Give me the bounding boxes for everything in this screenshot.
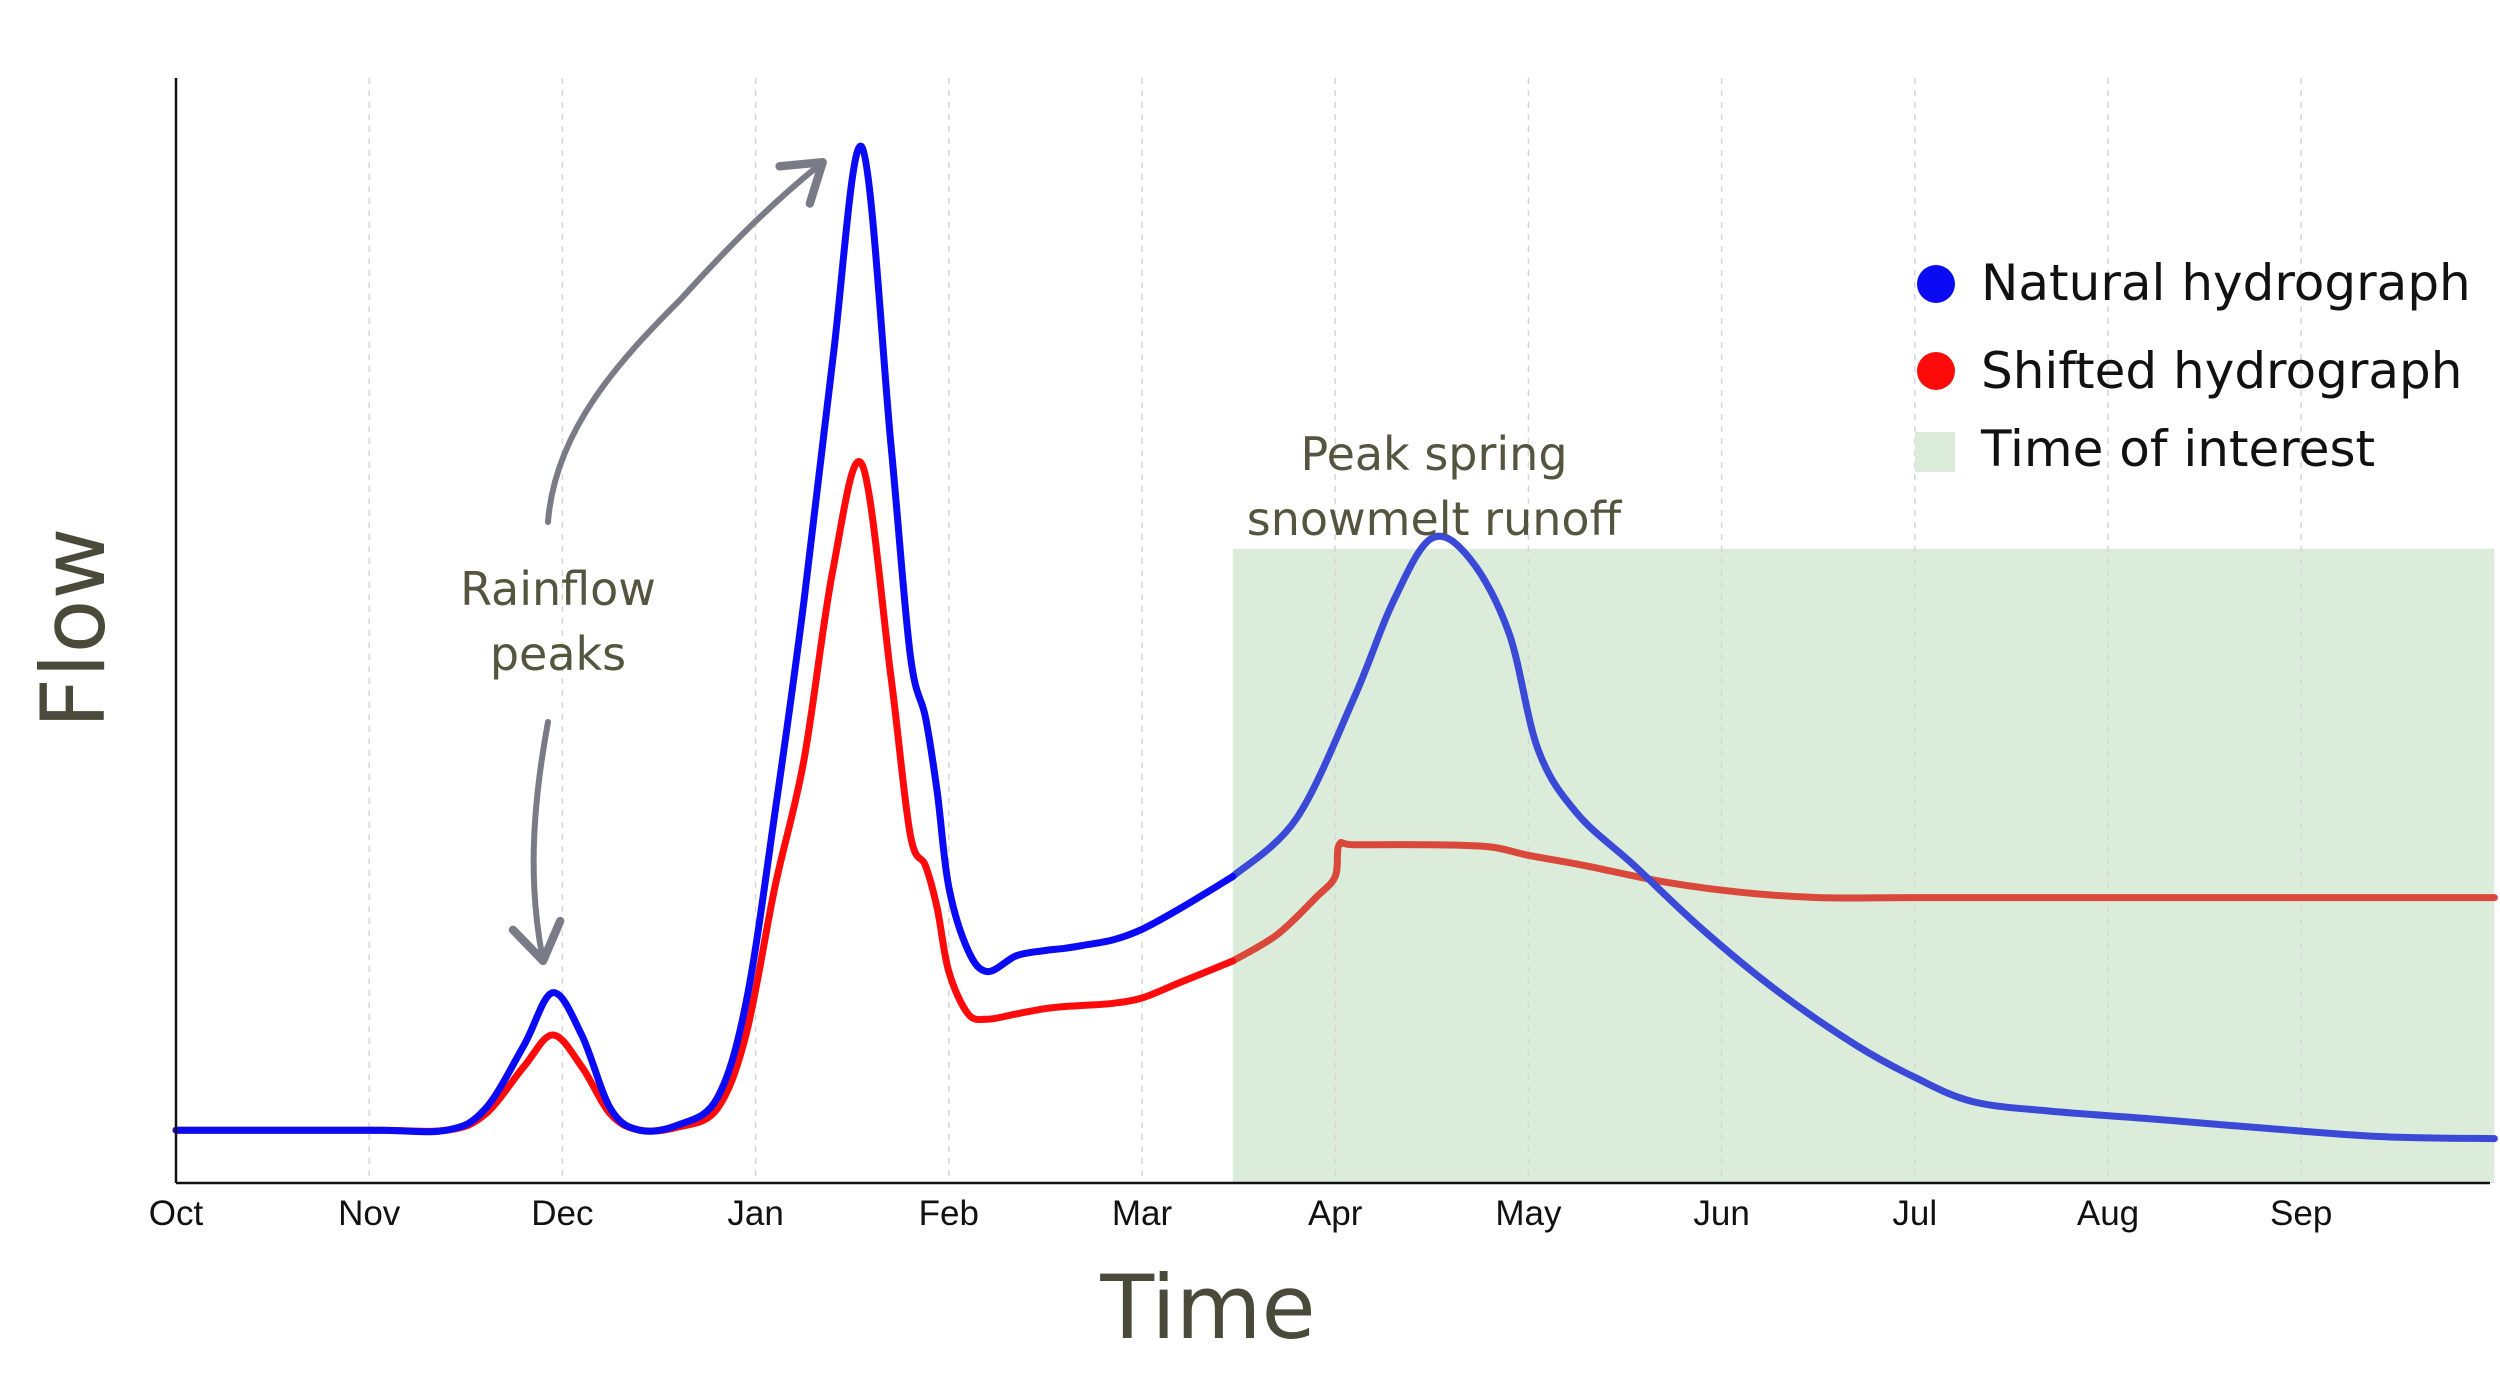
legend-label-time-of-interest: Time of interest [1980, 420, 2375, 478]
x-tick-label: Jan [727, 1194, 783, 1233]
legend-marker-natural [1917, 265, 1955, 303]
time-of-interest-region [1232, 548, 2495, 1183]
x-tick-label: Nov [338, 1194, 401, 1233]
annotation-snowmelt-line2: snowmelt runoff [1247, 492, 1623, 546]
series-layer [172, 142, 2498, 1143]
x-axis-title: Time [1099, 1256, 1315, 1359]
series-line-shifted [172, 458, 1237, 1135]
x-tick-label: Apr [1308, 1194, 1363, 1233]
x-tick-labels: Oct Nov Dec Jan Feb Mar Apr May Jun Jul Aug Sep [149, 1194, 2333, 1233]
series-line-shifted-time-of-interest [1229, 839, 2498, 965]
arrow-down-to-peak [508, 719, 565, 966]
legend-marker-time-of-interest [1915, 432, 1955, 472]
x-tick-label: Dec [531, 1194, 593, 1233]
series-line-natural [172, 142, 1237, 1136]
x-tick-label: Oct [149, 1194, 204, 1233]
x-tick-label: Mar [1112, 1194, 1173, 1233]
annotation-rainflow-line2: peaks [490, 627, 626, 681]
annotation-snowmelt-line1: Peak spring [1300, 427, 1567, 481]
x-tick-label: Jul [1892, 1194, 1937, 1233]
legend-label-shifted: Shifted hydrograph [1981, 342, 2462, 400]
x-tick-label: Sep [2270, 1194, 2332, 1233]
y-axis-title: Flow [22, 528, 125, 729]
x-tick-label: Aug [2077, 1194, 2139, 1233]
legend: Natural hydrograph Shifted hydrograph Ti… [1915, 254, 2471, 478]
annotation-rainflow-line1: Rainflow [460, 562, 656, 616]
legend-marker-shifted [1917, 352, 1955, 390]
x-tick-label: May [1495, 1194, 1562, 1233]
vertical-grid [368, 78, 2302, 1183]
arrow-up-to-peak [545, 158, 827, 525]
x-tick-label: Feb [919, 1194, 979, 1233]
series-line-natural-time-of-interest [1229, 532, 2498, 1143]
x-tick-label: Jun [1693, 1194, 1749, 1233]
legend-label-natural: Natural hydrograph [1981, 254, 2471, 312]
